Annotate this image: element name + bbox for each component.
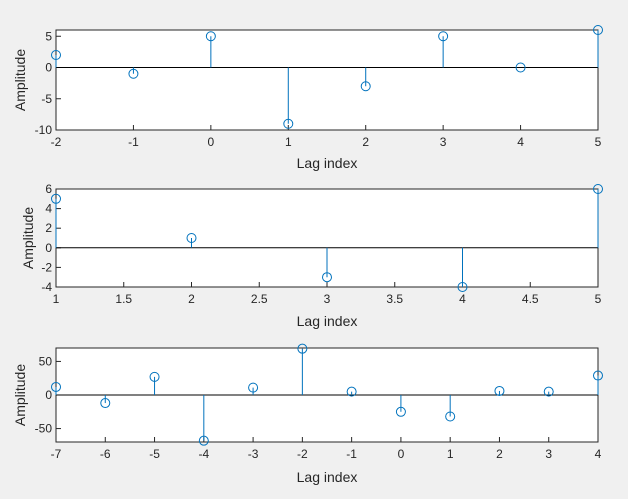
- x-tick-label: 4: [595, 447, 602, 461]
- y-tick-label: 4: [45, 202, 52, 216]
- x-tick-label: -1: [128, 135, 139, 149]
- stem-marker: [593, 370, 603, 381]
- x-axis-label: Lag index: [297, 469, 358, 485]
- subplot-2: 1 1.5 2 2.5 3 3.5 4 4.5 5 -4 -2 0 2 4 6 Lag index Ampl…: [20, 182, 603, 329]
- y-tick-label: 50: [39, 354, 53, 368]
- y-tick-label: 5: [45, 29, 52, 43]
- x-tick-label: 1.5: [115, 292, 132, 306]
- x-tick-label: 3.5: [386, 292, 403, 306]
- x-tick-label: 3: [324, 292, 331, 306]
- x-tick-label: 2: [362, 135, 369, 149]
- stem-group: [51, 25, 603, 129]
- y-tick-label: -50: [35, 422, 53, 436]
- x-tick-label: 5: [595, 135, 602, 149]
- y-axis-label: Amplitude: [12, 364, 28, 426]
- stem-marker: [322, 272, 332, 283]
- stem-marker: [360, 81, 371, 92]
- x-axis-label: Lag index: [297, 313, 358, 329]
- y-tick-label: -10: [35, 123, 53, 137]
- stem-marker: [51, 50, 61, 60]
- axes-box: [55, 29, 599, 131]
- stem-group: [51, 184, 603, 292]
- x-tick-label: 5: [595, 292, 602, 306]
- stem-marker: [543, 386, 554, 397]
- stem-marker: [593, 184, 603, 194]
- stem-marker: [445, 411, 456, 422]
- tick-group: -2 -1 0 1 2 3 4 5-10-505: [35, 29, 602, 149]
- x-tick-label: 1: [447, 447, 454, 461]
- stem-marker: [248, 382, 259, 393]
- y-tick-label: 2: [45, 221, 52, 235]
- x-tick-label: -3: [248, 447, 259, 461]
- stem-marker: [457, 282, 468, 292]
- x-tick-label: 0: [398, 447, 405, 461]
- stem-marker: [100, 398, 111, 409]
- x-tick-label: 3: [440, 135, 447, 149]
- y-axis-label: Amplitude: [12, 49, 28, 111]
- stem-marker: [395, 406, 406, 417]
- y-tick-label: 0: [45, 241, 52, 255]
- stem-marker: [149, 371, 160, 382]
- y-axis-label: Amplitude: [20, 207, 36, 269]
- x-tick-label: 3: [545, 447, 552, 461]
- x-tick-label: -7: [51, 447, 62, 461]
- subplot-1: -2 -1 0 1 2 3 4 5-10-505 Lag index Amplitude: [12, 25, 603, 171]
- stem-marker: [593, 25, 603, 35]
- x-tick-label: 4.5: [522, 292, 539, 306]
- stem-marker: [128, 68, 139, 79]
- x-tick-label: 1: [53, 292, 60, 306]
- tick-group: -7 -6 -5 -4 -3 -2 -1 0 1 2 3 4 -50 0 50: [35, 354, 602, 461]
- subplot-3: -7 -6 -5 -4 -3 -2 -1 0 1 2 3 4 -50 0 50 Lag index Ampl…: [12, 343, 603, 485]
- stem-marker: [51, 381, 61, 392]
- x-tick-label: 2: [496, 447, 503, 461]
- stem-group: [51, 343, 603, 446]
- y-tick-label: 0: [45, 388, 52, 402]
- stem-marker: [198, 435, 209, 446]
- x-tick-label: -4: [198, 447, 209, 461]
- x-tick-label: -5: [149, 447, 160, 461]
- y-tick-label: 6: [45, 182, 52, 196]
- y-tick-label: -2: [41, 260, 52, 274]
- stem-marker: [283, 118, 294, 129]
- x-tick-label: 2: [188, 292, 195, 306]
- x-tick-label: -6: [100, 447, 111, 461]
- x-tick-label: -2: [297, 447, 308, 461]
- x-tick-label: -1: [346, 447, 357, 461]
- stem-marker: [515, 62, 526, 73]
- stem-marker: [186, 233, 197, 243]
- stem-marker: [51, 193, 61, 204]
- x-tick-label: 4: [459, 292, 466, 306]
- stem-marker: [494, 385, 505, 396]
- x-tick-label: 1: [285, 135, 292, 149]
- y-tick-label: -5: [41, 92, 52, 106]
- tick-group: 1 1.5 2 2.5 3 3.5 4 4.5 5 -4 -2 0 2 4 6: [41, 182, 601, 306]
- y-tick-label: -4: [41, 280, 52, 294]
- x-tick-label: -2: [51, 135, 62, 149]
- x-tick-label: 2.5: [251, 292, 268, 306]
- y-tick-label: 0: [45, 61, 52, 75]
- stem-marker: [346, 386, 357, 397]
- x-axis-label: Lag index: [297, 155, 358, 171]
- stem-marker: [297, 343, 308, 354]
- x-tick-label: 4: [517, 135, 524, 149]
- x-tick-label: 0: [208, 135, 215, 149]
- stem-marker: [205, 31, 216, 42]
- stem-marker: [438, 31, 449, 42]
